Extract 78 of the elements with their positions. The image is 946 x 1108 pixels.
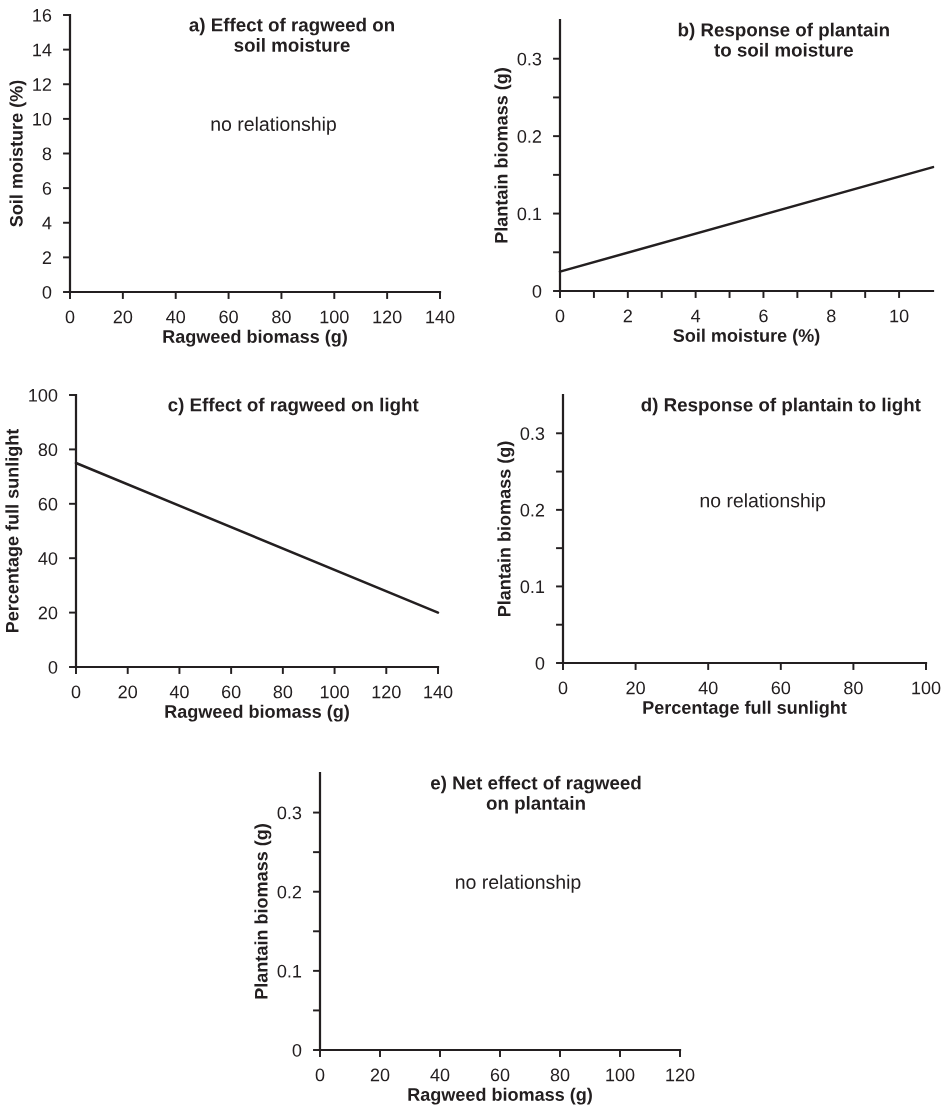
x-tick-label: 140 [424, 685, 453, 699]
x-tick-label: 60 [771, 681, 791, 695]
y-tick-label: 12 [33, 78, 52, 91]
x-axis-title: Percentage full sunlight [643, 700, 847, 718]
x-tick-label: 0 [71, 685, 81, 699]
y-tick-label: 0.3 [520, 427, 545, 441]
y-axis-title: Plantain biomass (g) [254, 824, 272, 999]
y-tick-label: 0 [292, 1043, 302, 1057]
text: a) Effect of ragweed on soil moisture [189, 17, 394, 52]
x-tick-label: 60 [222, 685, 241, 699]
x-tick-label: 20 [626, 681, 645, 695]
x-tick-label: 8 [827, 309, 836, 323]
y-tick-label: 80 [38, 443, 58, 457]
x-axis-title: Soil moisture (%) [673, 328, 820, 346]
y-tick-label: 0 [532, 284, 542, 298]
y-tick-label: 0.1 [277, 964, 302, 978]
x-axis-title: Ragweed biomass (g) [165, 704, 349, 722]
y-tick-label: 14 [33, 43, 52, 57]
x-tick-label: 10 [890, 309, 909, 323]
y-tick-label: 40 [38, 552, 58, 565]
y-tick-label: 0.3 [277, 806, 302, 820]
y-tick-label: 0.1 [520, 580, 545, 594]
x-tick-label: 100 [320, 685, 349, 699]
x-tick-label: 60 [219, 310, 238, 324]
x-tick-label: 40 [698, 681, 718, 695]
annotation: no relationship [211, 116, 336, 135]
x-tick-label: 20 [370, 1068, 390, 1082]
x-tick-label: 60 [490, 1068, 510, 1082]
x-tick-label: 40 [169, 685, 189, 699]
chart-title: c) Effect of ragweed on light [168, 397, 419, 416]
y-tick-label: 20 [38, 606, 58, 620]
y-tick-label: 10 [33, 112, 52, 126]
x-tick-label: 0 [555, 309, 565, 323]
y-tick-label: 0.1 [517, 207, 542, 221]
y-tick-label: 16 [33, 8, 52, 22]
x-tick-label: 20 [118, 685, 138, 699]
y-tick-label: 0 [48, 660, 58, 674]
y-tick-label: 2 [42, 251, 52, 264]
x-tick-label: 80 [550, 1068, 570, 1082]
x-tick-label: 100 [320, 310, 349, 324]
x-axis-title: Ragweed biomass (g) [408, 1087, 592, 1105]
x-tick-label: 6 [759, 309, 768, 323]
x-tick-label: 100 [606, 1068, 635, 1082]
x-tick-label: 0 [558, 681, 568, 695]
y-tick-label: 0.2 [517, 130, 542, 143]
y-tick-label: 6 [42, 182, 52, 195]
x-tick-label: 40 [166, 310, 186, 324]
y-axis-title: Plantain biomass (g) [494, 68, 512, 243]
x-tick-label: 40 [430, 1068, 450, 1082]
chart-title: d) Response of plantain to light [641, 397, 921, 416]
x-tick-label: 0 [315, 1068, 325, 1082]
x-tick-label: 80 [844, 681, 863, 695]
x-tick-label: 120 [666, 1068, 695, 1082]
x-tick-label: 120 [373, 310, 402, 324]
y-tick-label: 0 [42, 285, 52, 299]
y-tick-label: 0.2 [520, 503, 545, 517]
text: e) Net effect of ragweed on plantain [430, 775, 641, 814]
y-tick-label: 100 [29, 388, 58, 402]
y-axis-title: Soil moisture (%) [9, 80, 27, 227]
y-tick-label: 60 [38, 497, 58, 511]
y-tick-label: 0.3 [517, 52, 542, 66]
x-tick-label: 120 [372, 685, 401, 699]
x-tick-label: 20 [113, 310, 133, 324]
y-tick-label: 8 [42, 147, 52, 161]
annotation: no relationship [700, 493, 826, 512]
y-axis-title: Percentage full sunlight [5, 428, 23, 633]
y-axis-title: Plantain biomass (g) [497, 441, 515, 617]
y-tick-label: 0 [535, 656, 545, 670]
y-tick-label: 4 [42, 216, 52, 230]
text: b) Response of plantain to soil moisture [678, 22, 889, 57]
x-tick-label: 0 [65, 310, 75, 324]
x-tick-label: 2 [623, 309, 632, 323]
annotation: no relationship [456, 874, 581, 893]
x-tick-label: 140 [426, 310, 455, 324]
x-tick-label: 100 [912, 681, 941, 695]
x-axis-title: Ragweed biomass (g) [163, 329, 347, 347]
x-tick-label: 4 [691, 309, 701, 323]
y-tick-label: 0.2 [277, 885, 302, 899]
